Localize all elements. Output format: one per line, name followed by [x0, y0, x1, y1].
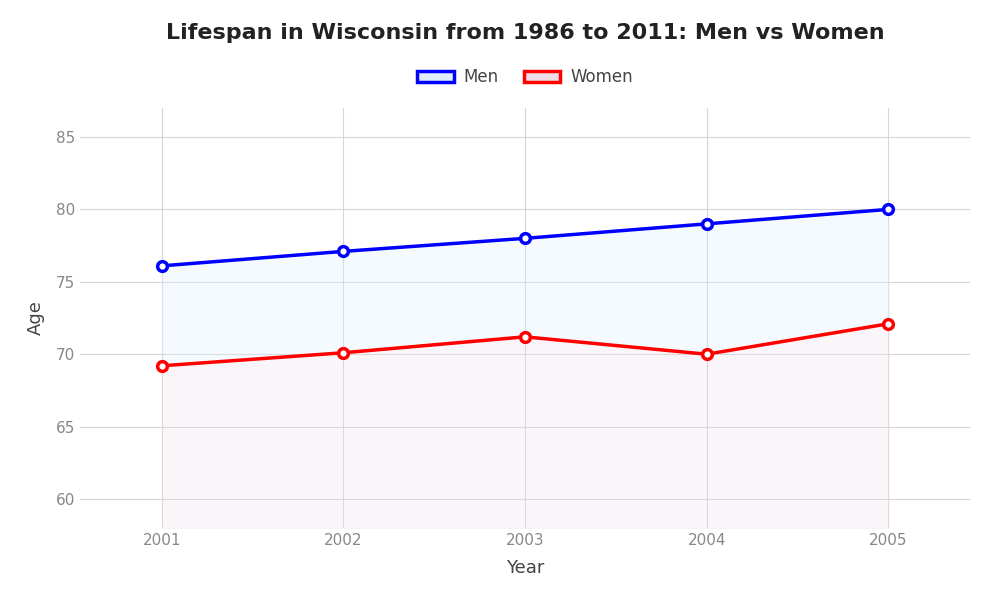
Legend: Men, Women: Men, Women	[410, 62, 640, 93]
X-axis label: Year: Year	[506, 559, 544, 577]
Y-axis label: Age: Age	[27, 301, 45, 335]
Title: Lifespan in Wisconsin from 1986 to 2011: Men vs Women: Lifespan in Wisconsin from 1986 to 2011:…	[166, 23, 884, 43]
